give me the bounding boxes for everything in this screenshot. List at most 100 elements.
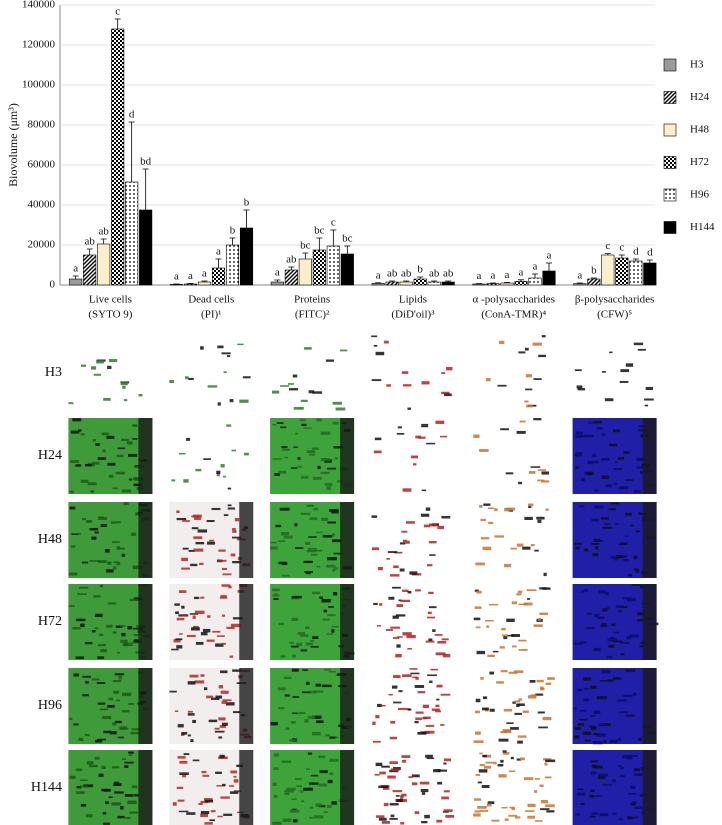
- error-bar: [518, 279, 524, 282]
- significance-letter: b: [244, 197, 250, 209]
- micrograph: [471, 502, 556, 578]
- error-bar: [403, 280, 410, 282]
- significance-letter: d: [647, 247, 653, 259]
- bar: [441, 281, 455, 286]
- bar: [225, 244, 240, 286]
- bar: [139, 209, 153, 286]
- error-bar: [142, 168, 149, 210]
- significance-letter: a: [505, 269, 510, 281]
- significance-letter: a: [188, 270, 193, 282]
- significance-letter: a: [275, 267, 280, 279]
- micrograph: [370, 502, 455, 578]
- bar: [284, 269, 298, 286]
- y-tick-label: 20000: [28, 239, 56, 251]
- x-tick-label: β-polysaccharides: [575, 294, 655, 306]
- significance-letter: bc: [342, 233, 353, 245]
- significance-letter: ab: [98, 226, 109, 238]
- error-bar: [632, 258, 639, 261]
- y-tick-label: 40000: [28, 199, 56, 211]
- significance-letter: bd: [140, 156, 152, 168]
- error-bar: [229, 237, 236, 245]
- x-tick-label: (CFW)⁵: [597, 309, 632, 321]
- micrograph: [471, 584, 556, 660]
- legend-swatch: [663, 156, 677, 169]
- error-bar: [86, 248, 93, 255]
- x-tick-label: (DiD'oil)³: [391, 309, 435, 321]
- bar: [312, 249, 326, 286]
- y-tick-label: 140000: [22, 0, 56, 11]
- significance-letter: ab: [429, 268, 440, 280]
- bar: [326, 245, 340, 286]
- significance-letter: a: [477, 270, 482, 282]
- error-bar: [604, 253, 611, 255]
- bar: [270, 281, 284, 286]
- x-tick-label: Proteins: [294, 294, 330, 306]
- bar: [629, 260, 643, 286]
- error-bar: [618, 254, 625, 258]
- x-tick-label: Live cells: [89, 294, 132, 306]
- y-tick-label: 120000: [22, 39, 56, 51]
- x-tick-label: Dead cells: [188, 294, 234, 306]
- legend-swatch: [663, 221, 677, 234]
- bar: [542, 270, 556, 286]
- micrograph: [370, 335, 455, 411]
- error-bar: [288, 266, 295, 270]
- significance-letter: b: [591, 265, 597, 277]
- micrograph: [471, 668, 556, 744]
- significance-letter: c: [115, 6, 120, 18]
- error-bar: [504, 282, 510, 283]
- bar: [340, 253, 354, 286]
- significance-letter: a: [577, 270, 582, 282]
- bar: [211, 267, 226, 286]
- error-bar: [389, 280, 396, 282]
- row-label: H144: [31, 780, 62, 795]
- row-label: H72: [38, 614, 62, 629]
- bar: [83, 254, 97, 286]
- bar: [385, 281, 399, 286]
- micrograph: [370, 584, 455, 660]
- legend-label: H3: [690, 59, 704, 71]
- y-tick-label: 60000: [28, 159, 56, 171]
- error-bar: [302, 252, 309, 259]
- bar: [97, 243, 111, 286]
- significance-letter: a: [519, 266, 524, 278]
- error-bar: [274, 279, 281, 282]
- bar: [500, 282, 514, 286]
- error-bar: [417, 276, 424, 279]
- error-bar: [490, 282, 496, 284]
- bar: [183, 283, 198, 286]
- significance-letter: a: [216, 246, 221, 258]
- bar: [486, 283, 500, 286]
- row-label: H96: [38, 698, 62, 713]
- error-bar: [243, 209, 250, 228]
- bar: [528, 277, 542, 286]
- significance-letter: a: [547, 250, 552, 262]
- bar: [298, 258, 312, 286]
- x-tick-label: α -polysaccharides: [473, 294, 555, 306]
- significance-letter: ab: [84, 236, 95, 248]
- significance-letter: a: [376, 269, 381, 281]
- significance-letter: a: [202, 268, 207, 280]
- error-bar: [114, 18, 121, 29]
- significance-letter: c: [331, 217, 336, 229]
- error-bar: [187, 283, 194, 284]
- error-bar: [344, 245, 351, 254]
- bar: [601, 254, 615, 286]
- micrograph: [572, 335, 657, 411]
- bar: [573, 283, 587, 286]
- error-bar: [431, 280, 438, 282]
- x-tick-label: Lipids: [399, 294, 427, 306]
- bar: [413, 278, 427, 286]
- significance-letter: a: [533, 261, 538, 273]
- y-tick-label: 100000: [22, 79, 56, 91]
- bar: [197, 281, 212, 286]
- micrograph: [169, 418, 254, 494]
- bar: [169, 284, 184, 286]
- legend-swatch: [663, 188, 677, 202]
- bar: [587, 278, 601, 286]
- significance-letter: d: [633, 246, 639, 258]
- bar: [427, 281, 441, 286]
- significance-letter: ab: [443, 268, 454, 280]
- bar: [111, 28, 125, 286]
